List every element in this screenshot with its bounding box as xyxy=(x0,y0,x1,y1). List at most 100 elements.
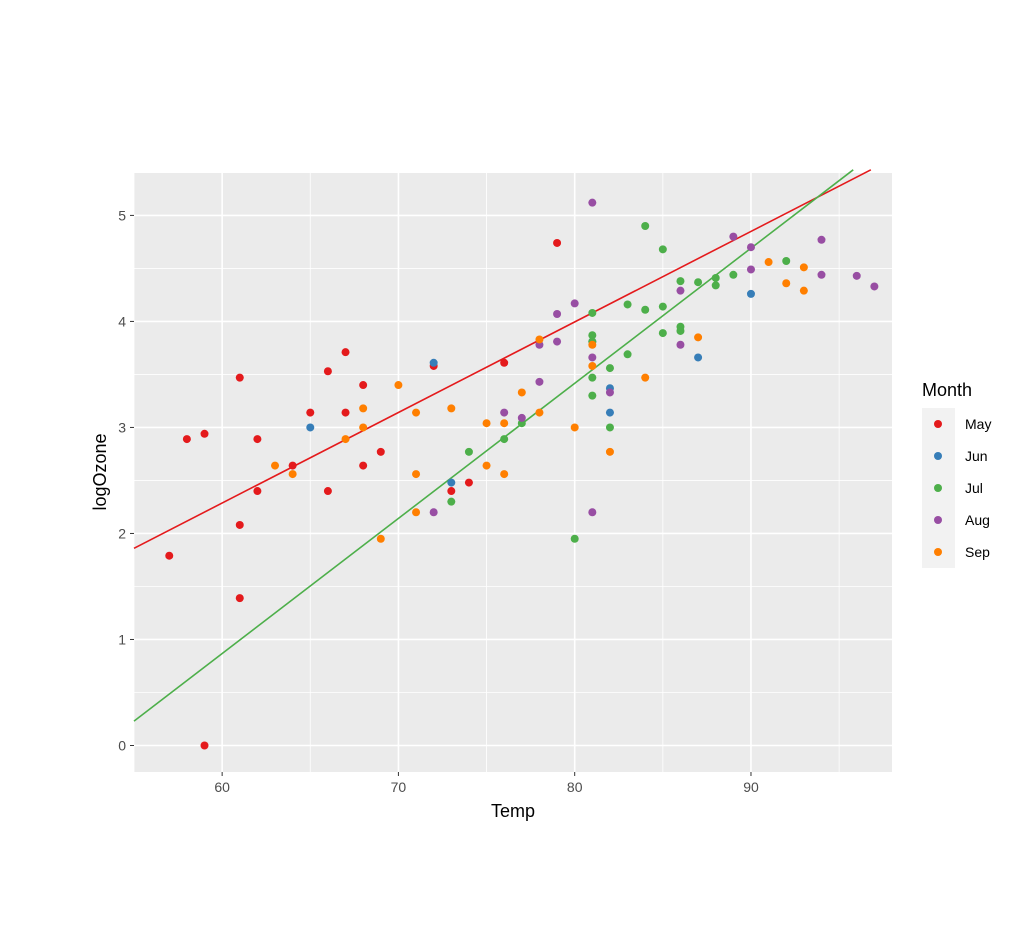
fit-lines xyxy=(133,169,872,722)
point-sep xyxy=(376,534,385,543)
fit-line-may xyxy=(133,169,872,550)
point-sep xyxy=(782,279,791,288)
point-sep xyxy=(482,419,491,428)
point-may xyxy=(323,487,332,496)
point-aug xyxy=(553,310,562,319)
point-may xyxy=(341,348,350,357)
point-aug xyxy=(676,340,685,349)
point-sep xyxy=(535,408,544,417)
point-jun xyxy=(429,358,438,367)
point-sep xyxy=(288,470,297,479)
point-may xyxy=(200,741,209,750)
point-jul xyxy=(605,423,614,432)
point-jun xyxy=(746,289,755,298)
point-sep xyxy=(799,286,808,295)
point-aug xyxy=(746,243,755,252)
legend-label-may: May xyxy=(965,416,991,432)
legend-label-jun: Jun xyxy=(965,448,988,464)
y-tick-label: 2 xyxy=(118,525,126,541)
point-sep xyxy=(482,461,491,470)
point-sep xyxy=(412,408,421,417)
point-sep xyxy=(517,388,526,397)
point-may xyxy=(165,551,174,560)
point-may xyxy=(235,373,244,382)
point-sep xyxy=(412,508,421,517)
point-jul xyxy=(641,222,650,231)
x-tick-label: 70 xyxy=(391,779,407,795)
point-sep xyxy=(394,381,403,390)
point-may xyxy=(200,429,209,438)
x-tick-label: 90 xyxy=(743,779,759,795)
point-may xyxy=(306,408,315,417)
legend-label-sep: Sep xyxy=(965,544,990,560)
point-aug xyxy=(553,337,562,346)
point-may xyxy=(235,594,244,603)
point-sep xyxy=(570,423,579,432)
legend-title: Month xyxy=(922,380,972,400)
point-jun xyxy=(306,423,315,432)
point-jul xyxy=(623,300,632,309)
point-aug xyxy=(852,271,861,280)
x-axis: 60 70 80 90 xyxy=(214,772,759,795)
point-jul xyxy=(570,534,579,543)
point-aug xyxy=(605,388,614,397)
point-aug xyxy=(746,265,755,274)
point-sep xyxy=(764,258,773,267)
legend-key-may xyxy=(934,420,942,428)
point-sep xyxy=(588,340,597,349)
point-jul xyxy=(447,497,456,506)
point-may xyxy=(323,367,332,376)
point-jul xyxy=(658,329,667,338)
point-jul xyxy=(729,270,738,279)
point-aug xyxy=(676,286,685,295)
point-jul xyxy=(782,256,791,265)
legend: Month May Jun Jul Aug Sep xyxy=(922,380,991,568)
legend-key-aug xyxy=(934,516,942,524)
point-jun xyxy=(605,408,614,417)
point-jul xyxy=(588,373,597,382)
point-sep xyxy=(535,335,544,344)
point-may xyxy=(376,447,385,456)
x-axis-title: Temp xyxy=(491,801,535,821)
point-jul xyxy=(588,331,597,340)
point-may xyxy=(464,478,473,487)
x-tick-label: 60 xyxy=(214,779,230,795)
legend-label-jul: Jul xyxy=(965,480,983,496)
point-sep xyxy=(588,361,597,370)
point-jul xyxy=(676,326,685,335)
point-may xyxy=(447,487,456,496)
point-jun xyxy=(694,353,703,362)
point-may xyxy=(359,381,368,390)
grid-minor xyxy=(133,173,892,772)
point-jul xyxy=(676,277,685,286)
y-tick-label: 1 xyxy=(118,631,126,647)
point-aug xyxy=(588,508,597,517)
fit-line-jul xyxy=(133,169,854,722)
point-sep xyxy=(341,435,350,444)
point-aug xyxy=(588,353,597,362)
legend-key-jun xyxy=(934,452,942,460)
legend-key-sep xyxy=(934,548,942,556)
point-sep xyxy=(412,470,421,479)
point-aug xyxy=(817,270,826,279)
y-tick-label: 5 xyxy=(118,207,126,223)
point-may xyxy=(253,487,262,496)
point-sep xyxy=(500,419,509,428)
point-may xyxy=(359,461,368,470)
point-aug xyxy=(588,198,597,207)
point-may xyxy=(500,358,509,367)
legend-entries: May Jun Jul Aug Sep xyxy=(934,416,991,560)
point-jul xyxy=(588,308,597,317)
point-jul xyxy=(711,273,720,282)
point-aug xyxy=(429,508,438,517)
point-sep xyxy=(694,333,703,342)
point-may xyxy=(288,461,297,470)
point-jun xyxy=(447,478,456,487)
point-aug xyxy=(517,413,526,422)
point-aug xyxy=(500,408,509,417)
point-may xyxy=(235,520,244,529)
point-jul xyxy=(711,281,720,290)
point-jul xyxy=(623,350,632,359)
point-sep xyxy=(359,423,368,432)
